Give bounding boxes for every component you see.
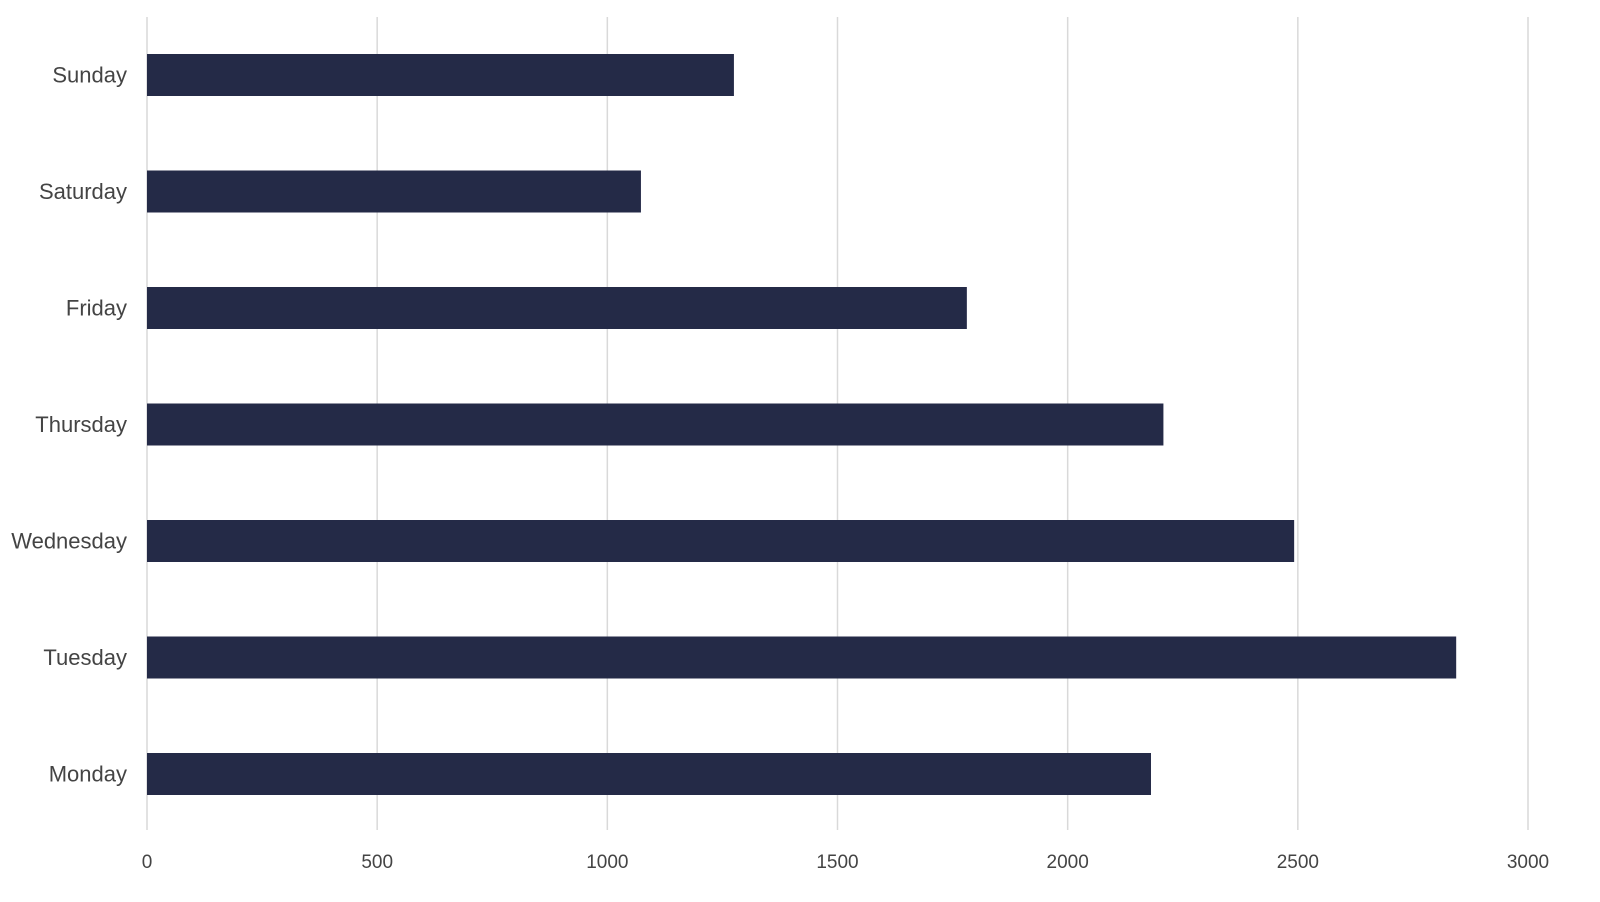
x-tick-label: 2000 — [1047, 852, 1089, 873]
category-label-tuesday: Tuesday — [43, 645, 127, 670]
bar-thursday — [147, 403, 1164, 446]
x-tick-label: 3000 — [1507, 852, 1549, 873]
bar-monday — [147, 753, 1151, 795]
bar-friday — [147, 287, 967, 329]
bar-sunday — [147, 54, 734, 96]
category-label-friday: Friday — [66, 296, 127, 321]
x-tick-label: 2500 — [1277, 852, 1319, 873]
x-tick-label: 1000 — [586, 852, 628, 873]
category-label-wednesday: Wednesday — [11, 529, 127, 554]
bar-tuesday — [147, 636, 1457, 679]
bar-wednesday — [147, 520, 1295, 562]
category-label-monday: Monday — [49, 762, 127, 787]
x-tick-label: 0 — [142, 852, 153, 873]
category-label-saturday: Saturday — [39, 179, 127, 204]
x-tick-label: 1500 — [816, 852, 858, 873]
category-label-thursday: Thursday — [35, 412, 127, 437]
x-tick-label: 500 — [361, 852, 393, 873]
bars — [147, 54, 1457, 795]
x-tick-labels: 0 500 1000 1500 2000 2500 3000 — [142, 852, 1549, 873]
category-labels: Sunday Saturday Friday Thursday Wednesday Tue… — [11, 63, 127, 787]
bar-saturday — [147, 170, 641, 213]
category-label-sunday: Sunday — [52, 63, 127, 88]
